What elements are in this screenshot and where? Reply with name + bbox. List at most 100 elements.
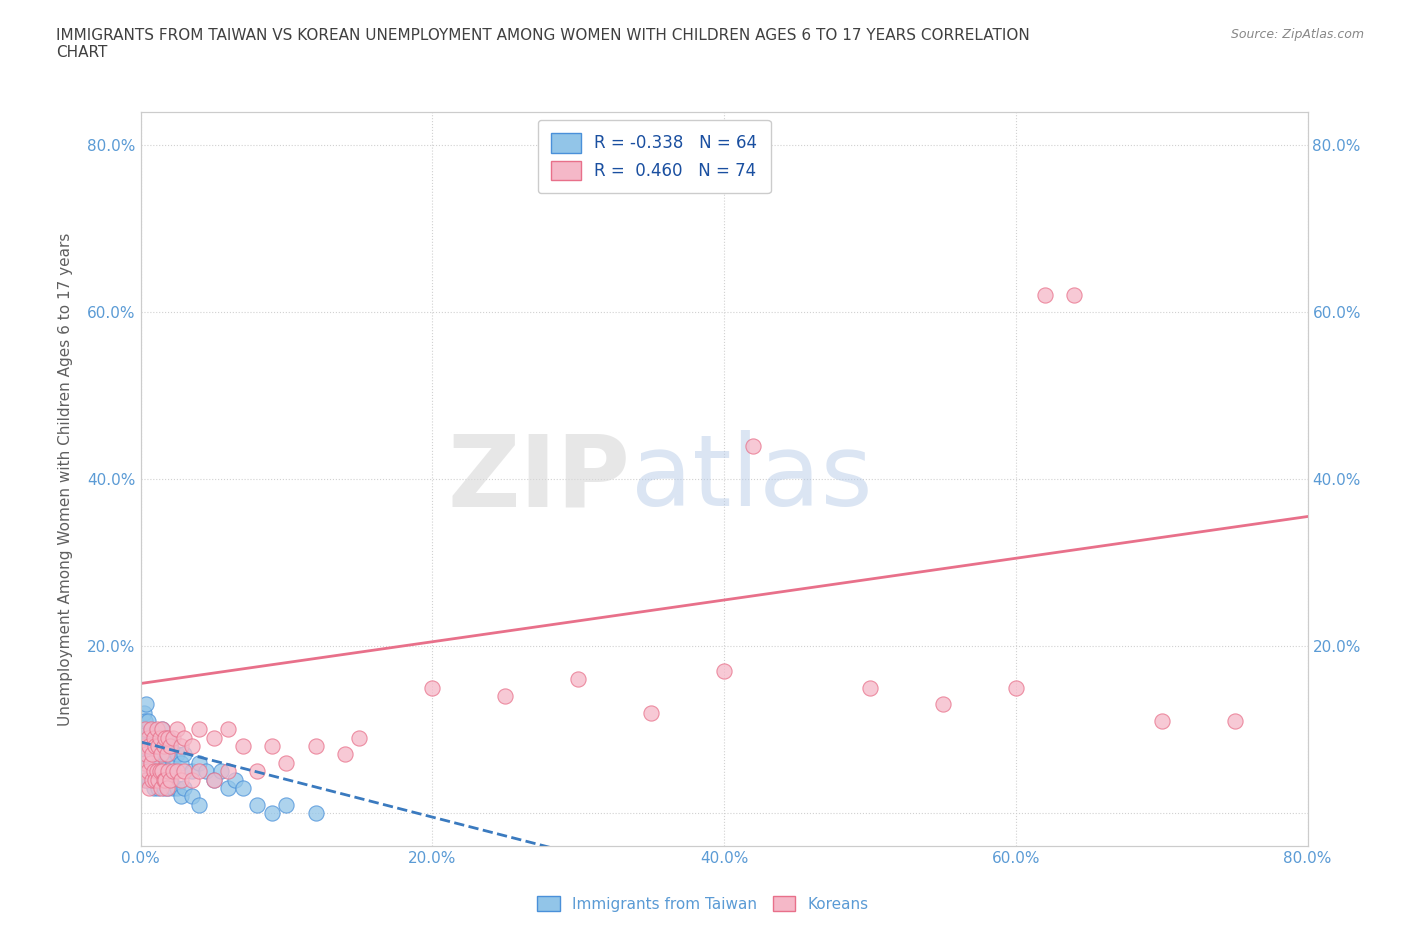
Point [305,738,328,753]
Point [134,722,156,737]
Point [188,755,211,770]
Legend: R = -0.338   N = 64, R =  0.460   N = 74: R = -0.338 N = 64, R = 0.460 N = 74 [537,120,770,193]
Point [640,705,662,720]
Point [148,730,170,745]
Legend: Immigrants from Taiwan, Koreans: Immigrants from Taiwan, Koreans [531,889,875,918]
Point [141,738,163,753]
Point [260,738,283,753]
Point [136,764,159,778]
Point [135,747,157,762]
Point [173,780,195,795]
Point [145,764,167,778]
Point [153,780,176,795]
Point [150,738,173,753]
Point [142,730,165,745]
Point [162,780,184,795]
Point [132,738,155,753]
Point [150,780,173,795]
Point [932,697,955,711]
Point [276,755,298,770]
Point [333,747,356,762]
Text: ZIP: ZIP [449,431,631,527]
Point [131,755,153,770]
Point [152,764,174,778]
Point [155,747,177,762]
Point [224,772,246,787]
Point [246,764,269,778]
Point [170,789,193,804]
Point [141,764,163,778]
Point [139,722,162,737]
Point [152,722,174,737]
Point [155,730,177,745]
Point [146,772,169,787]
Point [135,697,157,711]
Point [143,738,166,753]
Point [142,747,165,762]
Point [494,688,516,703]
Point [349,730,371,745]
Point [145,738,167,753]
Point [146,747,169,762]
Point [422,680,444,695]
Point [173,764,195,778]
Point [148,730,170,745]
Point [1223,713,1246,728]
Point [132,705,155,720]
Point [162,764,184,778]
Point [173,730,195,745]
Point [188,797,211,812]
Point [1150,713,1173,728]
Point [742,438,765,453]
Point [170,772,193,787]
Point [202,772,225,787]
Point [567,671,589,686]
Point [188,722,211,737]
Point [155,772,177,787]
Point [150,772,173,787]
Point [152,722,174,737]
Point [156,780,179,795]
Point [131,764,153,778]
Point [188,764,211,778]
Point [152,755,174,770]
Point [155,772,177,787]
Point [156,747,179,762]
Point [217,722,239,737]
Point [159,738,181,753]
Point [141,772,163,787]
Point [1033,288,1056,303]
Point [1063,288,1085,303]
Point [138,780,160,795]
Point [166,722,188,737]
Point [146,780,169,795]
Point [138,772,160,787]
Point [157,730,180,745]
Point [142,780,165,795]
Point [166,764,188,778]
Point [195,764,218,778]
Point [173,747,195,762]
Point [141,747,163,762]
Point [157,764,180,778]
Point [232,738,254,753]
Point [202,730,225,745]
Point [134,713,156,728]
Point [166,747,188,762]
Point [180,764,202,778]
Point [139,755,162,770]
Point [156,764,179,778]
Point [276,797,298,812]
Point [143,764,166,778]
Point [134,772,156,787]
Text: atlas: atlas [631,431,872,527]
Point [138,730,160,745]
Point [209,764,232,778]
Point [713,663,735,678]
Point [180,789,202,804]
Text: Source: ZipAtlas.com: Source: ZipAtlas.com [1230,28,1364,41]
Point [135,755,157,770]
Point [134,747,156,762]
Point [305,805,328,820]
Point [148,764,170,778]
